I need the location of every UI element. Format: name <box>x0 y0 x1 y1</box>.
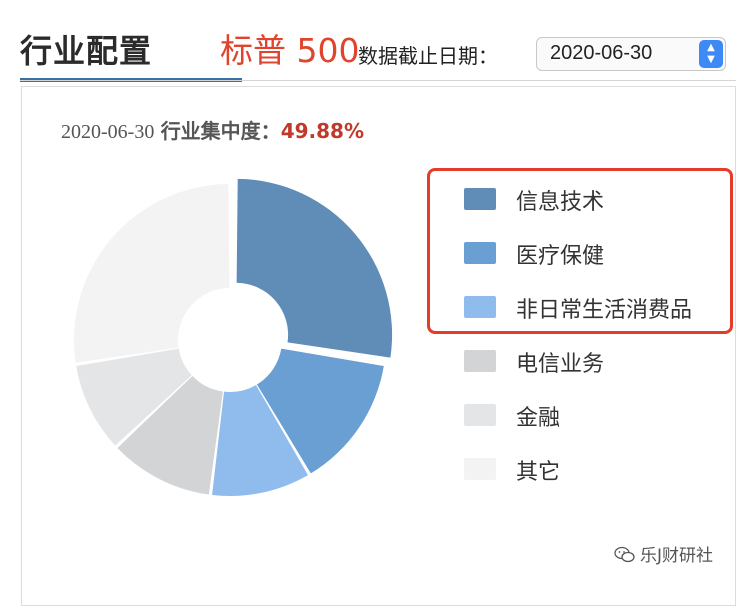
legend-swatch <box>464 404 496 426</box>
legend-swatch <box>464 350 496 372</box>
up-down-arrows-icon[interactable]: ▲ ▼ <box>699 40 723 68</box>
pie-slice-1 <box>236 178 393 358</box>
industry-donut-chart <box>74 178 393 496</box>
pie-slice-2 <box>256 348 384 474</box>
pie-slice-4 <box>117 375 223 495</box>
summary-date: 2020-06-30 <box>61 121 155 143</box>
index-annotation: 标普 500 <box>220 31 360 70</box>
concentration-value: 49.88% <box>280 119 364 143</box>
legend-label: 非日常生活消费品 <box>516 298 693 323</box>
highlight-box <box>427 168 733 334</box>
legend-label: 医疗保健 <box>516 244 605 269</box>
concentration-summary: 2020-06-30 行业集中度：49.88% <box>61 115 364 144</box>
legend-label: 金融 <box>516 406 561 431</box>
date-label: 数据截止日期： <box>358 44 498 68</box>
wechat-icon <box>614 546 635 563</box>
pie-slice-5 <box>76 348 192 446</box>
page-title: 行业配置 <box>20 32 153 70</box>
legend-label: 电信业务 <box>516 352 605 377</box>
pie-slice-3 <box>212 385 308 496</box>
header-divider <box>20 80 736 81</box>
legend-swatch <box>464 242 496 264</box>
legend-swatch <box>464 458 496 480</box>
legend-label: 其它 <box>516 460 561 485</box>
date-select-value: 2020-06-30 <box>550 42 653 64</box>
date-select[interactable]: 2020-06-30 ▲ ▼ <box>536 37 726 71</box>
legend-label: 信息技术 <box>516 190 605 215</box>
watermark-text: 乐J财研社 <box>640 546 714 566</box>
legend-swatch <box>464 296 496 318</box>
summary-label: 行业集中度： <box>160 119 281 143</box>
legend-swatch <box>464 188 496 210</box>
pie-slice-6 <box>74 184 230 363</box>
watermark: 乐J财研社 <box>614 541 713 566</box>
